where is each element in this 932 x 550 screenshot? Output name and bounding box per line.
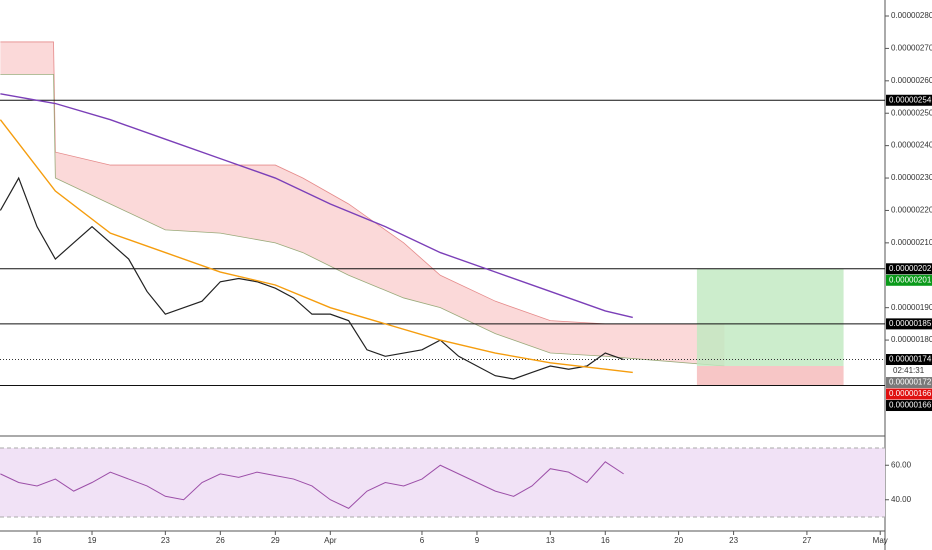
price-label-box [886, 388, 932, 400]
position-target [696, 268, 844, 367]
x-tick-label: 16 [601, 536, 610, 545]
rsi-tick-label: 40.00 [891, 495, 912, 504]
rsi-tick-label: 60.00 [891, 460, 912, 469]
price-label-box [886, 318, 932, 330]
y-tick-label: 0.00000260 [891, 76, 932, 85]
y-tick-label: 0.00000220 [891, 206, 932, 215]
price-line [0, 176, 624, 380]
price-label: 0.00000174 [889, 355, 932, 364]
price-label: 0.00000202 [889, 264, 932, 273]
cloud [0, 41, 725, 367]
price-label-box [886, 263, 932, 275]
price-label: 0.00000185 [889, 319, 932, 328]
price-label: 0.00000172 [889, 378, 932, 387]
price-label-box [886, 377, 932, 389]
y-tick-label: 0.00000250 [891, 108, 932, 117]
x-tick-label: 20 [674, 536, 683, 545]
price-label-box [886, 274, 932, 286]
countdown: 02:41:31 [893, 366, 925, 375]
x-tick-label: 9 [475, 536, 480, 545]
cloud-lower [0, 73, 725, 367]
y-tick-label: 0.00000190 [891, 303, 932, 312]
x-tick-label: May [873, 536, 888, 545]
moving-average [0, 119, 633, 374]
cloud-upper [0, 41, 725, 325]
x-tick-label: 26 [216, 536, 225, 545]
x-tick-label: 6 [420, 536, 425, 545]
price-label: 0.00000201 [889, 275, 932, 284]
rsi-band [0, 448, 885, 517]
price-label: 0.00000166 [889, 389, 932, 398]
x-tick-label: 19 [88, 536, 97, 545]
price-label: 0.00000254 [889, 95, 932, 104]
x-tick-label: 23 [161, 536, 170, 545]
rsi-line [0, 461, 624, 509]
x-tick-label: 23 [729, 536, 738, 545]
position-stop [696, 366, 844, 386]
price-label-box [886, 94, 932, 106]
moving-average [0, 93, 633, 319]
x-tick-label: Apr [324, 536, 337, 545]
y-tick-label: 0.00000270 [891, 44, 932, 53]
x-tick-label: 29 [271, 536, 280, 545]
price-label-box [886, 354, 932, 366]
price-label-box [886, 400, 932, 412]
y-tick-label: 0.00000280 [891, 11, 932, 20]
y-tick-label: 0.00000230 [891, 173, 932, 182]
price-label: 0.00000166 [889, 401, 932, 410]
x-tick-label: 16 [33, 536, 42, 545]
y-tick-label: 0.00000210 [891, 238, 932, 247]
x-tick-label: 13 [546, 536, 555, 545]
y-tick-label: 0.00000240 [891, 141, 932, 150]
x-tick-label: 27 [802, 536, 811, 545]
y-tick-label: 0.00000180 [891, 335, 932, 344]
